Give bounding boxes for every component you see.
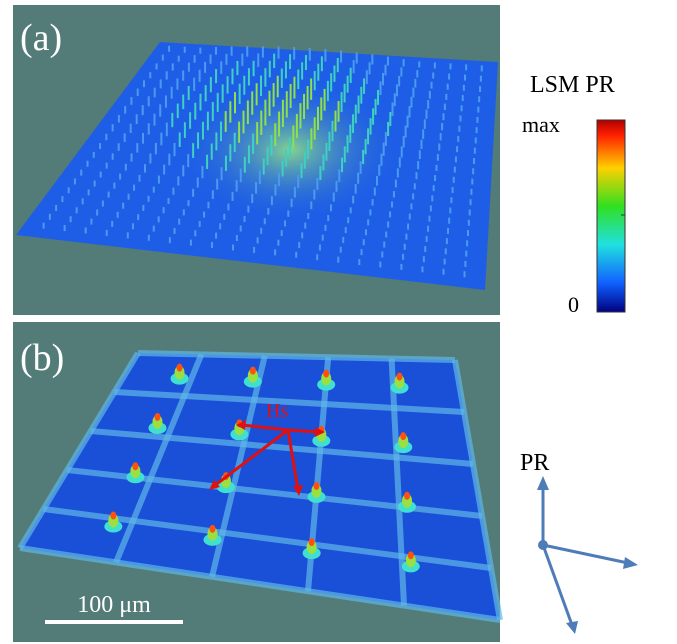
colorbar-max: max	[522, 112, 560, 137]
axis	[543, 545, 628, 563]
peak-top	[400, 432, 406, 440]
peak-top	[110, 512, 116, 520]
arrow-head	[537, 476, 549, 490]
colorbar-min: 0	[568, 292, 579, 317]
arrow-head	[566, 621, 578, 634]
colorbar	[597, 120, 625, 312]
peak-top	[323, 370, 329, 378]
axes-icon	[537, 476, 638, 634]
axis-label: PR	[520, 450, 549, 476]
peak-top	[177, 364, 183, 372]
peak-top	[154, 413, 160, 421]
panel-label: (b)	[20, 337, 64, 379]
peak-top	[313, 482, 319, 490]
axis	[543, 545, 572, 625]
scale-bar-label: 100 μm	[77, 592, 151, 618]
annotation: Hs	[266, 400, 288, 422]
peak-top	[132, 462, 138, 470]
panel-label: (a)	[20, 17, 62, 59]
arrow-head	[623, 557, 638, 569]
peak-top	[408, 551, 414, 559]
colorbar-title: LSM PR	[530, 72, 615, 98]
peak-top	[404, 492, 410, 500]
peak-top	[250, 367, 256, 375]
peak-top	[397, 373, 403, 381]
figure: (a) (b) Hs 100 μm LSM PR max 0 PR	[0, 0, 677, 644]
peak-top	[209, 525, 215, 533]
peak-top	[309, 538, 315, 546]
arrow	[288, 430, 318, 432]
origin	[538, 540, 548, 550]
